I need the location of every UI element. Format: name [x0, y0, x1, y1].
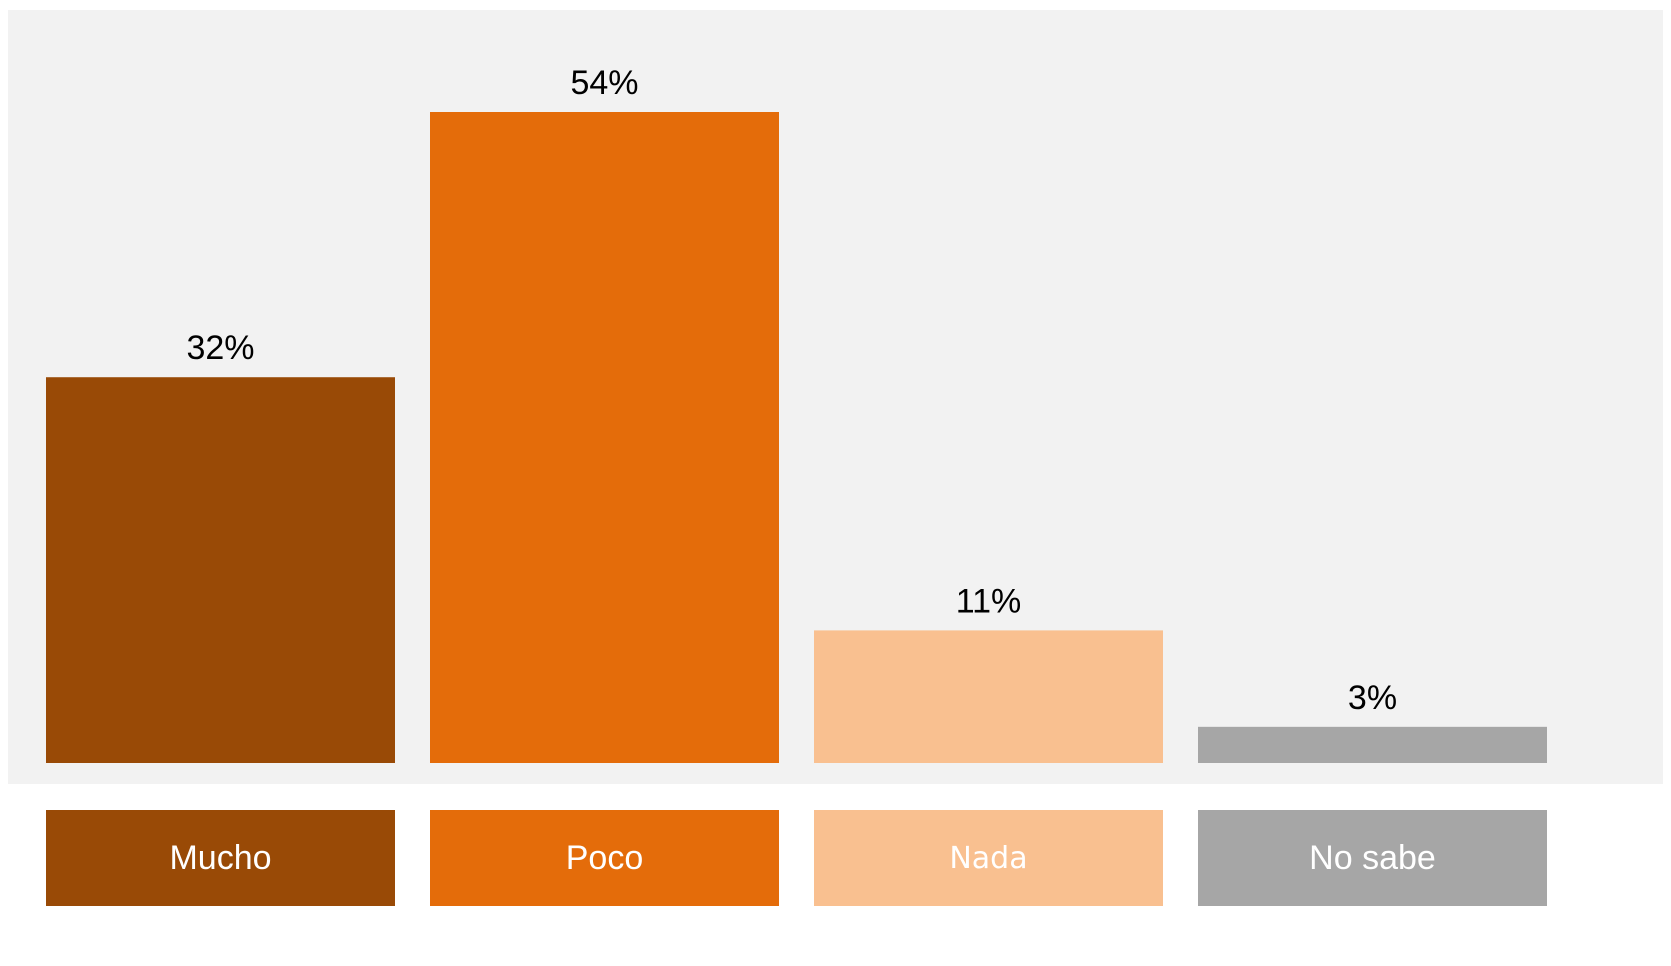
- legend-item-mucho: Mucho: [46, 810, 395, 906]
- legend-item-poco: Poco: [430, 810, 779, 906]
- legend-label-no-sabe: No sabe: [1309, 838, 1436, 877]
- data-label-mucho: 32%: [186, 329, 254, 367]
- data-label-poco: 54%: [570, 64, 638, 102]
- legend-item-nada: Nada: [814, 810, 1163, 906]
- data-label-no-sabe: 3%: [1348, 679, 1397, 717]
- bar-nada: [814, 630, 1163, 763]
- legend-label-mucho: Mucho: [169, 838, 272, 877]
- bar-no-sabe: [1198, 726, 1547, 763]
- bar-mucho: [46, 377, 395, 763]
- data-label-nada: 11%: [956, 582, 1022, 620]
- legend-item-no-sabe: No sabe: [1198, 810, 1547, 906]
- bar-poco: [430, 112, 779, 763]
- legend-label-poco: Poco: [565, 838, 644, 877]
- legend-label-nada: Nada: [949, 840, 1028, 876]
